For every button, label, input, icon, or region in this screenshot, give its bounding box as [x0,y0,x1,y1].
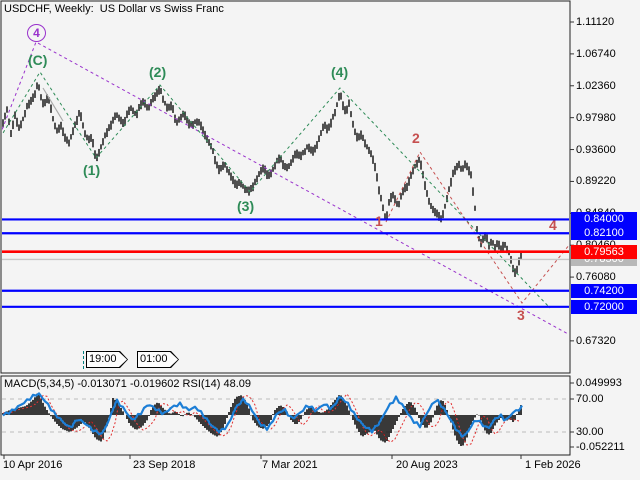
indicator-scale-label: -0.052211 [576,441,625,453]
indicator-scale-label: 70.00 [576,393,604,405]
price-scale-label: 1.11120 [576,16,615,28]
date-axis-label: 7 Mar 2021 [262,459,318,471]
price-scale-label: 0.67320 [576,334,616,347]
indicator-scale-label: 0.049993 [576,377,622,389]
wave-label-red: 4 [549,217,557,233]
main-panel-border [0,0,571,374]
price-badge-blue: 0.74200 [571,283,637,298]
wave-label-green: (3) [237,198,255,214]
time-tag-fill [138,352,178,367]
indicator-scale-label: 30.00 [576,426,604,438]
wave-label-red: 3 [517,307,525,323]
time-tag-fill [87,352,127,367]
date-axis-label: 23 Sep 2018 [133,459,196,471]
date-axis-label: 1 Feb 2026 [525,459,581,471]
price-scale-label: 1.06740 [576,47,616,60]
wave-label-green: (4) [331,64,349,80]
indicator-plot [2,392,569,446]
time-tag[interactable]: 19:00 [86,351,128,368]
date-axis-label: 20 Aug 2023 [396,459,458,471]
indicator-title: MACD(5,34,5) -0.013071 -0.019602 RSI(14)… [4,378,252,390]
wave-label-circled: 4 [27,24,46,42]
price-badge-red: 0.79563 [571,244,637,259]
wave-label-green: (1) [83,162,101,178]
wave-label-red: 1 [375,213,383,229]
wave-label-green: (C) [28,52,48,68]
date-axis-label: 10 Apr 2016 [3,459,63,471]
main-plot [2,41,569,336]
price-badge-blue: 0.72000 [571,299,637,314]
indicator-panel-border [0,375,571,456]
wave-label-red: 2 [412,130,420,146]
price-scale-label: 0.93600 [576,143,616,156]
time-tag-label: 19:00 [89,353,117,365]
price-badge-blue: 0.84000 [571,212,637,227]
price-scale-label: 0.76080 [576,271,616,284]
price-scale-label: 0.97980 [576,111,616,124]
wave-label-green: (2) [149,64,167,80]
time-tag[interactable]: 01:00 [137,351,179,368]
price-badge-blue: 0.82100 [571,226,637,241]
period-separator [83,351,84,369]
price-scale-label: 0.89220 [576,175,616,188]
chart-title: USDCHF, Weekly: US Dollar vs Swiss Franc [4,3,224,15]
time-tag-label: 01:00 [140,353,168,365]
price-scale-label: 1.02360 [576,79,616,92]
